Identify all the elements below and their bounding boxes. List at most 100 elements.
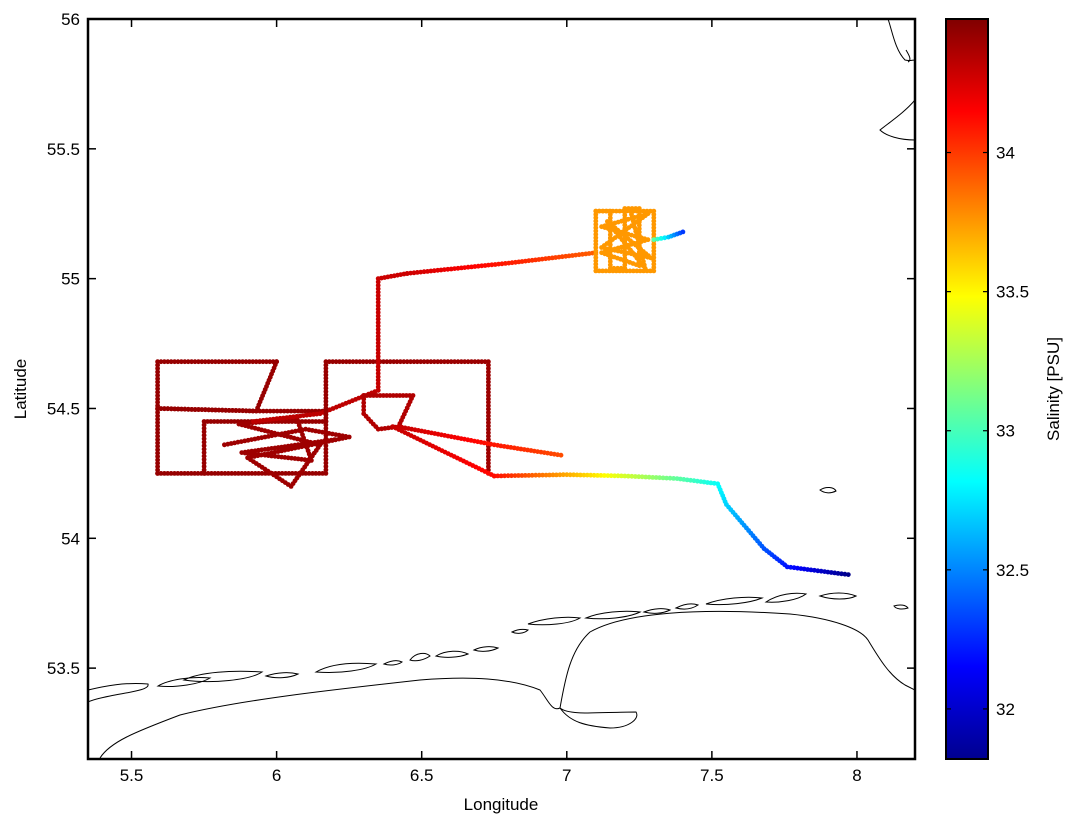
- track-point: [619, 473, 624, 479]
- track-point: [593, 261, 599, 267]
- track-point: [155, 372, 161, 378]
- x-tick-label: 7: [562, 766, 571, 785]
- track-point: [607, 212, 613, 217]
- track-point: [400, 393, 406, 398]
- track-point: [671, 476, 676, 481]
- track-point: [633, 206, 639, 211]
- track-point: [323, 464, 329, 469]
- track-point: [155, 386, 161, 392]
- track-point: [162, 471, 167, 476]
- track-point: [475, 359, 481, 365]
- track-point: [295, 408, 301, 414]
- track-point: [323, 375, 329, 381]
- x-tick-label: 6.5: [410, 766, 434, 785]
- track-point: [155, 457, 161, 463]
- track-point: [536, 472, 542, 478]
- track-point: [375, 387, 381, 393]
- track-point: [201, 450, 207, 455]
- track-point: [486, 427, 491, 432]
- track-point: [680, 229, 686, 235]
- track-point: [250, 408, 256, 414]
- track-point: [622, 262, 628, 268]
- track-point: [162, 406, 167, 412]
- track-point: [195, 471, 201, 476]
- colorbar: 32 32.5 33 33.5 34 Salinity [PSU]: [945, 18, 1063, 760]
- track-point: [323, 379, 329, 384]
- colorbar-frame: [945, 18, 989, 760]
- track-point: [845, 572, 851, 577]
- track-point: [155, 443, 161, 449]
- track-point: [155, 413, 161, 419]
- colorbar-tick-label: 34: [996, 144, 1015, 163]
- track-point: [605, 473, 611, 478]
- track-point: [299, 419, 305, 424]
- track-point: [306, 408, 311, 414]
- track-point: [651, 222, 657, 227]
- track-point: [486, 383, 491, 388]
- track-point: [618, 265, 624, 271]
- track-point: [375, 377, 381, 383]
- track-point: [201, 460, 207, 466]
- track-point: [445, 359, 451, 365]
- track-point: [375, 357, 381, 363]
- track-point: [459, 359, 464, 365]
- track-point: [208, 419, 214, 424]
- track-point: [486, 416, 491, 422]
- track-point: [323, 409, 329, 414]
- track-point: [316, 471, 322, 476]
- track-point: [486, 379, 491, 385]
- track-point: [313, 419, 319, 424]
- track-point: [607, 215, 613, 221]
- track-point: [595, 473, 600, 478]
- track-point: [292, 408, 297, 414]
- track-point: [564, 472, 570, 478]
- track-point: [158, 406, 164, 411]
- track-point: [486, 450, 491, 456]
- track-point: [213, 359, 218, 365]
- track-point: [286, 471, 292, 476]
- track-point: [201, 467, 207, 473]
- track-point: [540, 472, 545, 478]
- track-point: [578, 472, 583, 478]
- track-point: [509, 473, 514, 479]
- track-point: [326, 359, 332, 365]
- track-point: [201, 464, 207, 469]
- track-point: [303, 419, 308, 424]
- track-point: [172, 406, 178, 412]
- track-point: [165, 471, 171, 476]
- track-point: [299, 408, 304, 414]
- track-point: [155, 393, 161, 398]
- track-point: [593, 268, 599, 274]
- track-point: [323, 443, 329, 449]
- track-point: [236, 359, 242, 365]
- track-point: [486, 393, 491, 398]
- track-point: [657, 475, 662, 481]
- track-point: [216, 407, 222, 413]
- track-point: [387, 393, 393, 398]
- track-point: [632, 474, 638, 479]
- track-point: [584, 472, 590, 478]
- track-point: [408, 359, 413, 365]
- y-tick-label: 54.5: [47, 399, 80, 418]
- track-point: [302, 408, 308, 414]
- track-point: [375, 343, 381, 349]
- track-point: [202, 407, 208, 413]
- track-point: [604, 208, 610, 214]
- track-point: [526, 473, 532, 478]
- track-point: [601, 473, 607, 478]
- track-point: [201, 443, 207, 449]
- track-point: [651, 212, 657, 217]
- track-point: [593, 245, 599, 251]
- track-point: [486, 403, 491, 409]
- track-point: [651, 261, 657, 267]
- track-point: [223, 359, 229, 365]
- track-point: [333, 359, 339, 365]
- track-point: [660, 475, 666, 481]
- track-point: [636, 209, 642, 215]
- track-point: [243, 408, 249, 414]
- track-point: [323, 422, 329, 428]
- track-point: [350, 359, 356, 365]
- track-point: [593, 241, 599, 247]
- track-point: [236, 471, 241, 476]
- track-point: [310, 419, 315, 424]
